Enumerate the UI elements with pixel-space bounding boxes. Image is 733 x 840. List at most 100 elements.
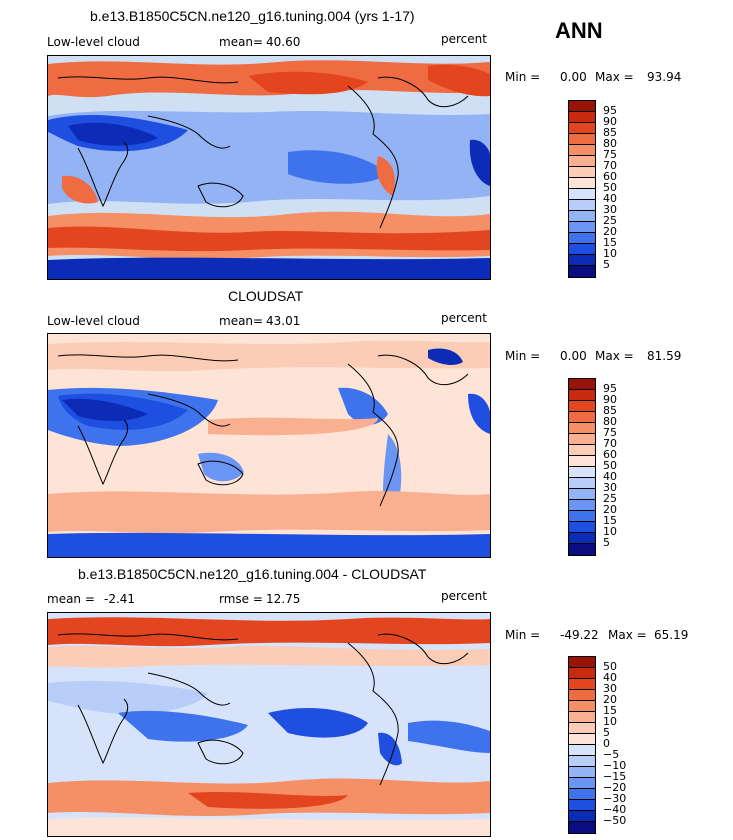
panel2-mean-label: mean= (219, 314, 264, 328)
colorbar-swatch (569, 511, 595, 522)
panel2-map (47, 333, 491, 558)
colorbar-level-label: 70 (603, 159, 617, 172)
colorbar-swatch (569, 456, 595, 467)
panel3-colorbar (568, 656, 596, 834)
panel3-units: percent (441, 589, 487, 603)
colorbar-swatch (569, 657, 595, 668)
panel1-min-value: 0.00 (560, 70, 587, 84)
colorbar-level-label: 25 (603, 492, 617, 505)
colorbar-level-label: 80 (603, 415, 617, 428)
colorbar-level-label: −50 (603, 814, 627, 827)
colorbar-level-label: 40 (603, 470, 617, 483)
panel3-map (47, 612, 491, 837)
colorbar-level-label: −15 (603, 770, 627, 783)
colorbar-swatch (569, 478, 595, 489)
colorbar-level-label: 5 (603, 258, 610, 271)
colorbar-swatch (569, 811, 595, 822)
colorbar-swatch (569, 189, 595, 200)
colorbar-level-label: 10 (603, 525, 617, 538)
colorbar-swatch (569, 712, 595, 723)
colorbar-level-label: 90 (603, 393, 617, 406)
panel3-title: b.e13.B1850C5CN.ne120_g16.tuning.004 - C… (78, 566, 427, 582)
panel3-min-label: Min = (505, 628, 541, 642)
colorbar-swatch (569, 222, 595, 233)
panel1-colorbar (568, 100, 596, 278)
colorbar-swatch (569, 412, 595, 423)
colorbar-level-label: 40 (603, 671, 617, 684)
colorbar-swatch (569, 123, 595, 134)
colorbar-level-label: 80 (603, 137, 617, 150)
panel3-mean-value: -2.41 (104, 592, 136, 606)
panel2-units: percent (441, 311, 487, 325)
colorbar-level-label: −5 (603, 748, 620, 761)
colorbar-level-label: 30 (603, 481, 617, 494)
panel1-max-label: Max = (595, 70, 634, 84)
panel3-mean-label: mean = (47, 592, 95, 606)
colorbar-level-label: 5 (603, 726, 610, 739)
colorbar-swatch (569, 178, 595, 189)
colorbar-level-label: 25 (603, 214, 617, 227)
colorbar-level-label: 85 (603, 404, 617, 417)
colorbar-swatch (569, 522, 595, 533)
panel1-min-label: Min = (505, 70, 541, 84)
colorbar-level-label: 85 (603, 126, 617, 139)
colorbar-level-label: 75 (603, 426, 617, 439)
colorbar-swatch (569, 668, 595, 679)
colorbar-swatch (569, 401, 595, 412)
colorbar-swatch (569, 800, 595, 811)
panel2-min-value: 0.00 (560, 349, 587, 363)
panel1-map (47, 55, 491, 280)
panel2-map-field (48, 334, 490, 557)
colorbar-swatch (569, 101, 595, 112)
colorbar-level-label: 50 (603, 459, 617, 472)
colorbar-swatch (569, 379, 595, 390)
panel3-max-label: Max = (608, 628, 647, 642)
colorbar-level-label: 20 (603, 503, 617, 516)
colorbar-level-label: 75 (603, 148, 617, 161)
panel3-min-value: -49.22 (560, 628, 599, 642)
colorbar-swatch (569, 266, 595, 277)
colorbar-swatch (569, 679, 595, 690)
colorbar-swatch (569, 822, 595, 833)
colorbar-level-label: −10 (603, 759, 627, 772)
colorbar-level-label: 60 (603, 170, 617, 183)
colorbar-swatch (569, 767, 595, 778)
panel1-title: b.e13.B1850C5CN.ne120_g16.tuning.004 (yr… (90, 8, 415, 24)
colorbar-swatch (569, 789, 595, 800)
colorbar-swatch (569, 145, 595, 156)
colorbar-level-label: 30 (603, 203, 617, 216)
colorbar-level-label: −30 (603, 792, 627, 805)
panel2-title: CLOUDSAT (228, 288, 304, 304)
colorbar-swatch (569, 756, 595, 767)
panel2-mean-value: 43.01 (266, 314, 301, 328)
colorbar-swatch (569, 723, 595, 734)
colorbar-level-label: 30 (603, 682, 617, 695)
colorbar-level-label: 10 (603, 247, 617, 260)
colorbar-level-label: 40 (603, 192, 617, 205)
panel2-variable: Low-level cloud (47, 314, 140, 328)
colorbar-swatch (569, 745, 595, 756)
colorbar-level-label: 70 (603, 437, 617, 450)
panel1-variable: Low-level cloud (47, 35, 140, 49)
panel1-mean-label: mean= (219, 35, 264, 49)
colorbar-swatch (569, 112, 595, 123)
colorbar-level-label: 95 (603, 104, 617, 117)
colorbar-swatch (569, 701, 595, 712)
colorbar-swatch (569, 489, 595, 500)
colorbar-swatch (569, 533, 595, 544)
colorbar-swatch (569, 200, 595, 211)
panel1-max-value: 93.94 (647, 70, 682, 84)
panel1-units: percent (441, 32, 487, 46)
panel3-rmse-value: 12.75 (266, 592, 301, 606)
colorbar-level-label: 60 (603, 448, 617, 461)
colorbar-level-label: 95 (603, 382, 617, 395)
colorbar-level-label: 0 (603, 737, 610, 750)
colorbar-swatch (569, 544, 595, 555)
colorbar-level-label: 15 (603, 704, 617, 717)
colorbar-level-label: −40 (603, 803, 627, 816)
colorbar-swatch (569, 445, 595, 456)
colorbar-level-label: 15 (603, 514, 617, 527)
panel3-max-value: 65.19 (654, 628, 689, 642)
colorbar-swatch (569, 134, 595, 145)
colorbar-swatch (569, 734, 595, 745)
